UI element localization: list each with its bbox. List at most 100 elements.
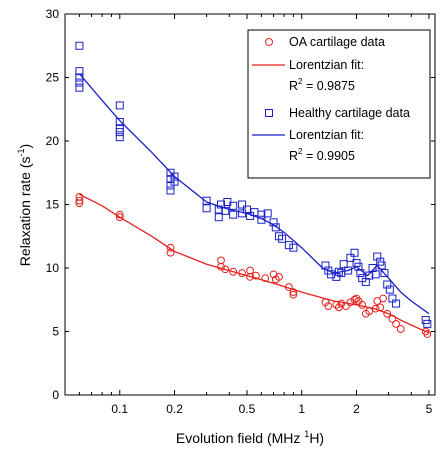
x-tick-label: 1	[298, 402, 305, 416]
data-point-oa	[115, 210, 124, 219]
data-point-healthy	[383, 280, 392, 289]
data-point-healthy	[263, 209, 272, 218]
legend-label: Healthy cartilage data	[289, 106, 410, 120]
data-point-healthy	[356, 269, 365, 278]
data-point-oa	[392, 319, 400, 328]
legend-items: OA cartilage data Lorentzian fit: R2 = 0.9…	[252, 35, 410, 163]
data-point-healthy	[278, 234, 287, 243]
data-point-healthy	[423, 319, 432, 328]
data-point-healthy	[380, 269, 389, 278]
x-tick-label: 5	[426, 402, 433, 416]
fit-lines	[78, 73, 430, 334]
data-point-oa	[342, 302, 350, 311]
data-point-healthy	[365, 271, 374, 280]
legend-box	[247, 29, 431, 179]
data-point-oa	[337, 299, 346, 308]
data-point-oa	[217, 256, 225, 265]
data-point-oa	[350, 295, 359, 304]
data-point-healthy	[354, 262, 363, 271]
x-axis-label: Evolution field (MHz 1H)	[176, 429, 324, 446]
data-point-healthy	[75, 78, 84, 87]
x-tick-label: 2	[353, 402, 360, 416]
data-point-oa	[166, 243, 175, 252]
legend-marker-circle	[265, 38, 273, 46]
data-point-healthy	[350, 248, 359, 257]
data-point-oa	[238, 269, 246, 277]
data-point-healthy	[75, 83, 84, 92]
data-point-healthy	[202, 196, 211, 205]
data-point-oa	[246, 272, 254, 281]
data-point-healthy	[214, 205, 223, 214]
x-tick-label: 0.5	[239, 402, 256, 416]
data-point-healthy	[344, 266, 353, 275]
y-tick-label: 0	[52, 388, 59, 402]
data-point-healthy	[269, 218, 278, 227]
data-point-healthy	[170, 172, 179, 181]
data-point-healthy	[327, 270, 336, 279]
legend-label: R2 = 0.9875	[289, 77, 355, 93]
data-point-oa	[358, 300, 367, 309]
y-axis-label: Relaxation rate (s-1)	[16, 144, 33, 266]
data-point-healthy	[334, 267, 343, 276]
data-markers	[75, 41, 432, 338]
x-tick-label: 0.2	[166, 402, 183, 416]
y-tick-label: 20	[46, 134, 60, 148]
data-point-healthy	[75, 41, 84, 50]
data-point-healthy	[373, 252, 382, 261]
data-point-healthy	[346, 253, 355, 262]
data-point-oa	[115, 213, 124, 222]
data-point-healthy	[115, 117, 124, 126]
data-point-oa	[289, 290, 298, 299]
legend-label: Lorentzian fit:	[289, 58, 364, 72]
data-point-healthy	[166, 186, 175, 195]
data-point-oa	[75, 199, 84, 208]
data-point-oa	[166, 248, 175, 257]
y-tick-label: 10	[46, 261, 60, 275]
data-point-oa	[217, 262, 225, 271]
legend-label: OA cartilage data	[289, 35, 385, 49]
data-point-healthy	[238, 200, 247, 209]
data-point-oa	[221, 265, 230, 274]
data-point-healthy	[221, 206, 230, 215]
data-point-healthy	[229, 201, 238, 210]
data-point-oa	[275, 272, 283, 281]
data-point-oa	[284, 283, 293, 291]
y-tick-label: 5	[52, 325, 59, 339]
y-tick-label: 15	[46, 198, 60, 212]
data-point-healthy	[284, 241, 293, 250]
y-tick-label: 30	[46, 7, 60, 21]
data-point-healthy	[271, 223, 280, 232]
data-point-oa	[371, 304, 380, 313]
data-point-oa	[388, 314, 397, 323]
data-point-oa	[423, 330, 432, 338]
data-point-healthy	[385, 285, 394, 294]
data-point-oa	[376, 303, 385, 312]
data-point-oa	[252, 271, 260, 280]
fit-line	[78, 73, 430, 315]
data-point-healthy	[170, 177, 179, 186]
data-point-oa	[396, 325, 405, 333]
data-point-healthy	[257, 210, 266, 219]
data-point-healthy	[377, 261, 386, 270]
data-point-oa	[352, 294, 361, 303]
data-point-healthy	[229, 210, 238, 219]
data-point-healthy	[339, 260, 348, 269]
data-point-healthy	[75, 67, 84, 76]
data-point-healthy	[216, 200, 225, 209]
data-point-healthy	[392, 299, 401, 308]
data-point-healthy	[321, 261, 330, 270]
data-point-oa	[75, 196, 84, 205]
data-point-healthy	[166, 175, 175, 184]
data-point-healthy	[371, 270, 380, 279]
data-point-oa	[365, 307, 374, 316]
data-point-healthy	[214, 213, 223, 222]
fit-line	[79, 193, 430, 334]
data-point-healthy	[202, 204, 211, 213]
legend-label: R2 = 0.9905	[289, 147, 355, 163]
data-point-oa	[229, 267, 238, 276]
data-point-oa	[346, 298, 355, 307]
data-point-healthy	[289, 243, 298, 252]
